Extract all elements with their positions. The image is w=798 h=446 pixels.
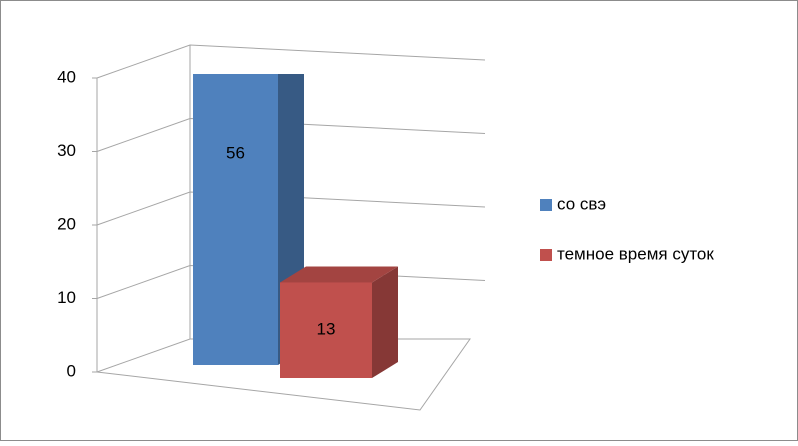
y-tick-label: 30 xyxy=(57,141,76,160)
grid-line xyxy=(96,117,486,152)
bar xyxy=(193,74,278,366)
y-tick-label: 10 xyxy=(57,288,76,307)
y-tick-label: 40 xyxy=(57,67,76,86)
labels: 0 10 20 30 40 56 со свэ 13 темное время суток xyxy=(57,67,714,380)
bar xyxy=(280,282,372,378)
legend-label: темное время суток xyxy=(557,244,714,263)
data-label: 13 xyxy=(317,320,336,339)
grid-line xyxy=(96,44,486,79)
grid-line xyxy=(96,191,486,226)
bar-top xyxy=(280,266,398,283)
legend-swatch xyxy=(540,249,552,261)
y-tick-label: 0 xyxy=(67,361,76,380)
bar-side xyxy=(372,266,398,378)
data-label: 56 xyxy=(226,143,245,162)
floor xyxy=(96,338,471,411)
legend-label: со свэ xyxy=(557,194,606,213)
y-tick-label: 20 xyxy=(57,214,76,233)
legend-swatch xyxy=(540,199,552,211)
bars xyxy=(193,74,398,378)
